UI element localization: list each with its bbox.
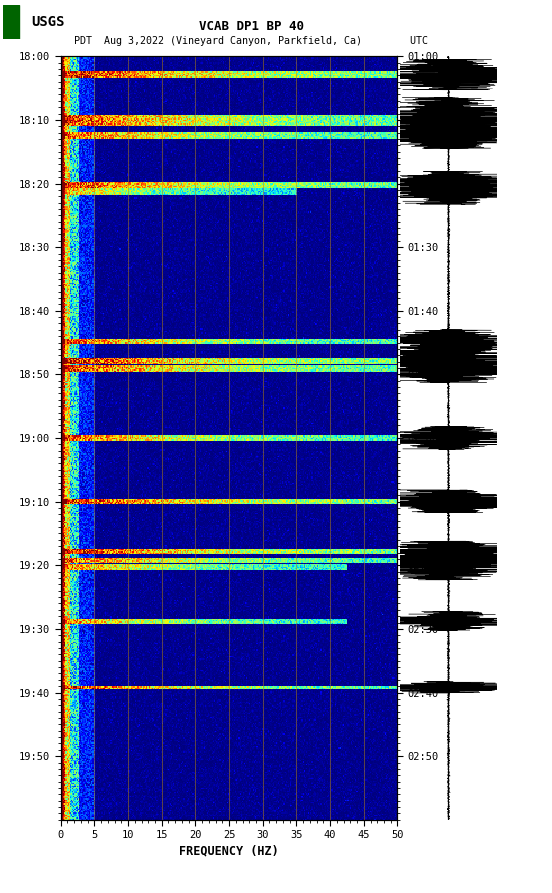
X-axis label: FREQUENCY (HZ): FREQUENCY (HZ) xyxy=(179,845,279,857)
Text: PDT  Aug 3,2022 (Vineyard Canyon, Parkfield, Ca)        UTC: PDT Aug 3,2022 (Vineyard Canyon, Parkfie… xyxy=(74,37,428,46)
Polygon shape xyxy=(3,5,19,39)
Text: USGS: USGS xyxy=(31,15,65,29)
Text: VCAB DP1 BP 40: VCAB DP1 BP 40 xyxy=(199,21,304,33)
